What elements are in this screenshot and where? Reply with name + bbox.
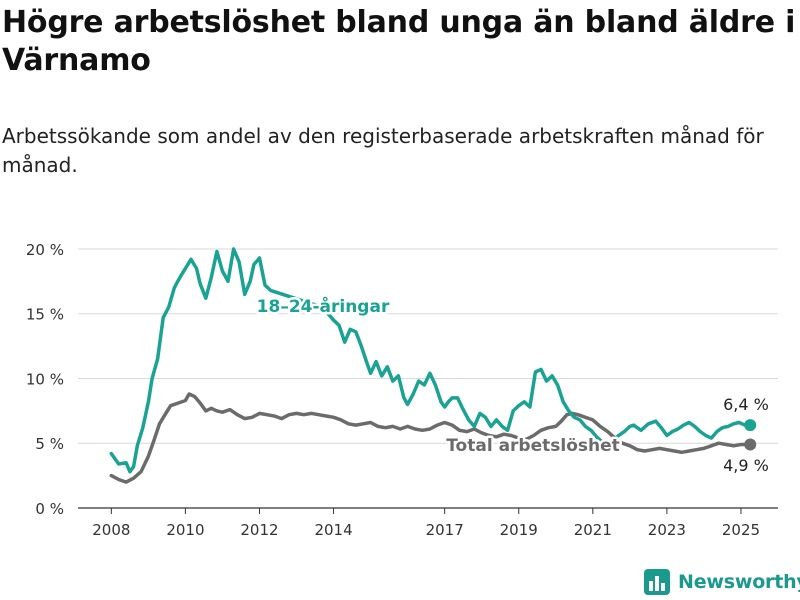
series-line-youth (109, 247, 752, 474)
chart-title: Högre arbetslöshet bland unga än bland ä… (2, 5, 796, 78)
end-label-youth: 6,4 % (723, 395, 769, 414)
y-tick-label: 5 % (35, 435, 64, 453)
series-label-halo: 18–24-åringar (257, 295, 390, 317)
end-point-youth (744, 419, 757, 432)
series-label: 18–24-åringar (257, 295, 390, 317)
y-tick-label: 0 % (35, 500, 64, 518)
end-point-total (744, 438, 757, 451)
series-lines (109, 247, 757, 484)
series-line-total (109, 392, 752, 484)
newsworthy-logo: Newsworthy (644, 568, 800, 596)
brand-name: Newsworthy (678, 571, 800, 593)
series-label: Total arbetslöshet (446, 436, 620, 456)
x-tick-label: 2023 (648, 521, 686, 539)
y-tick-label: 15 % (26, 306, 64, 324)
x-tick-label: 2014 (314, 521, 352, 539)
x-axis: 2008 2010 2012 2014 2017 2019 2021 2023 2025 (92, 508, 760, 539)
x-tick-label: 2008 (92, 521, 130, 539)
x-tick-label: 2010 (166, 521, 204, 539)
end-label-total: 4,9 % (723, 456, 769, 475)
x-tick-label: 2017 (426, 521, 464, 539)
x-tick-label: 2021 (574, 521, 612, 539)
y-axis-ticks: 0 % 5 % 10 % 15 % 20 % (26, 241, 64, 518)
grid-lines (78, 248, 778, 509)
y-tick-label: 20 % (26, 241, 64, 259)
y-tick-label: 10 % (26, 370, 64, 388)
bar-chart-icon (644, 569, 670, 595)
x-tick-label: 2025 (722, 521, 760, 539)
series-label-halo: Total arbetslöshet (446, 436, 620, 456)
x-tick-label: 2019 (500, 521, 538, 539)
chart-subtitle: Arbetssökande som andel av den registerb… (2, 124, 764, 177)
x-tick-label: 2012 (240, 521, 278, 539)
